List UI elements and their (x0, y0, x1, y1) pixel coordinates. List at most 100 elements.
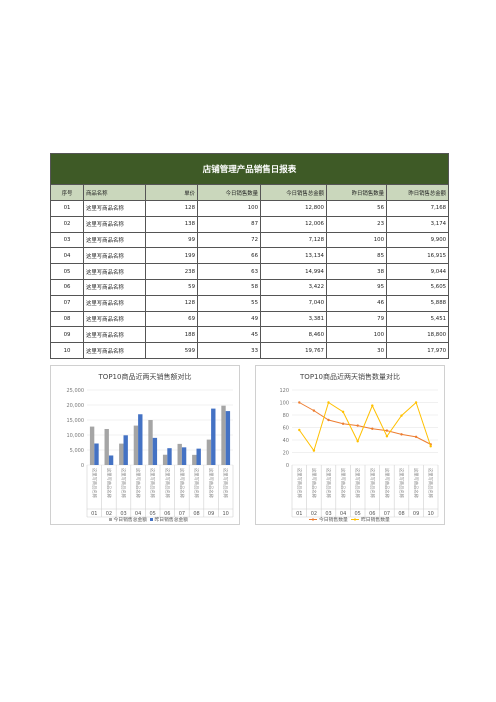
row-yesterday-amount: 9,044 (385, 263, 450, 280)
row-unit-price: 188 (145, 326, 198, 344)
legend-swatch (150, 518, 153, 521)
x-category-name: 这里写商品名称 (135, 468, 142, 499)
bar (148, 420, 153, 465)
row-index: 03 (50, 231, 84, 249)
row-yesterday-qty: 100 (326, 326, 387, 344)
header-unit-price: 单价 (145, 184, 198, 201)
x-tick-label: 04 (340, 511, 346, 517)
bar (104, 428, 109, 465)
data-point (414, 401, 418, 404)
row-today-amount: 3,422 (260, 278, 327, 296)
row-index: 04 (50, 247, 84, 265)
row-unit-price: 138 (145, 215, 198, 233)
x-category-name: 这里写商品名称 (105, 468, 112, 499)
bar (225, 411, 231, 465)
table-row: 03 这里写商品名称 99 72 7,128 100 9,900 (50, 231, 450, 249)
x-category-name: 这里写商品名称 (222, 468, 229, 499)
row-index: 06 (50, 278, 84, 296)
y-tick-label: 20,000 (67, 403, 85, 409)
report-title: 店铺管理产品销售日报表 (49, 153, 450, 185)
row-today-amount: 13,134 (260, 247, 327, 265)
bar (167, 448, 172, 465)
row-today-qty: 66 (197, 247, 261, 265)
x-tick-label: 08 (398, 511, 404, 517)
header-today-qty: 今日销售数量 (197, 184, 261, 201)
bar (177, 443, 182, 465)
row-yesterday-amount: 7,168 (385, 200, 450, 217)
data-point (298, 428, 301, 432)
row-today-amount: 12,006 (260, 215, 327, 233)
x-tick-label: 10 (428, 511, 434, 517)
row-today-amount: 14,994 (260, 263, 327, 280)
table-row: 02 这里写商品名称 138 87 12,006 23 3,174 (50, 215, 450, 233)
header-index: 序号 (50, 184, 84, 201)
report-title-row: 店铺管理产品销售日报表 (49, 153, 450, 185)
series-line (298, 401, 432, 452)
row-today-qty: 55 (197, 294, 261, 312)
row-yesterday-qty: 95 (326, 278, 387, 296)
row-today-qty: 49 (197, 310, 261, 328)
y-tick-label: 10,000 (67, 433, 85, 439)
row-yesterday-amount: 17,970 (385, 342, 450, 359)
bar (192, 454, 197, 465)
x-category-name: 这里写商品名称 (164, 468, 171, 499)
row-today-qty: 100 (197, 200, 261, 217)
row-index: 09 (50, 326, 84, 344)
row-yesterday-qty: 56 (326, 200, 387, 217)
row-yesterday-amount: 5,605 (385, 278, 450, 296)
y-tick-label: 60 (283, 425, 289, 431)
table-row: 06 这里写商品名称 59 58 3,422 95 5,605 (50, 278, 450, 296)
row-yesterday-amount: 16,915 (385, 247, 450, 265)
row-yesterday-amount: 5,451 (385, 310, 450, 328)
legend-label: 今日销售总金额 (114, 516, 148, 523)
row-today-qty: 63 (197, 263, 261, 280)
y-tick-label: 5,000 (70, 448, 84, 454)
row-yesterday-qty: 30 (326, 342, 387, 359)
x-category-name: 这里写商品名称 (398, 468, 405, 499)
row-unit-price: 99 (145, 231, 198, 249)
header-product-name: 商品名称 (83, 184, 146, 201)
x-tick-label: 02 (311, 511, 317, 517)
row-yesterday-amount: 5,888 (385, 294, 450, 312)
table-row: 10 这里写商品名称 599 33 19,767 30 17,970 (50, 342, 450, 359)
x-tick-label: 03 (120, 511, 126, 517)
table-row: 09 这里写商品名称 188 45 8,460 100 18,800 (50, 326, 450, 344)
x-category-name: 这里写商品名称 (340, 468, 347, 499)
row-yesterday-qty: 46 (326, 294, 387, 312)
row-index: 02 (50, 215, 84, 233)
header-yesterday-amount: 昨日销售总金额 (385, 184, 450, 201)
x-tick-label: 09 (413, 511, 419, 517)
data-point (400, 433, 403, 436)
y-tick-label: 0 (286, 463, 289, 469)
bar (211, 408, 216, 465)
row-yesterday-qty: 85 (326, 247, 387, 265)
row-unit-price: 238 (145, 263, 198, 280)
row-unit-price: 128 (145, 200, 198, 217)
x-category-name: 这里写商品名称 (354, 468, 361, 499)
data-point (312, 449, 316, 452)
data-point (341, 410, 345, 414)
row-product-name: 这里写商品名称 (83, 215, 146, 233)
row-yesterday-qty: 100 (326, 231, 387, 249)
legend-swatch (109, 518, 112, 521)
row-today-qty: 72 (197, 231, 261, 249)
row-today-amount: 3,381 (260, 310, 327, 328)
x-category-name: 这里写商品名称 (427, 468, 434, 499)
row-today-qty: 87 (197, 215, 261, 233)
row-product-name: 这里写商品名称 (83, 310, 146, 328)
bar (94, 443, 99, 465)
legend-label: 今日销售数量 (319, 516, 348, 523)
row-today-qty: 33 (197, 342, 261, 359)
row-product-name: 这里写商品名称 (83, 231, 146, 249)
row-today-qty: 45 (197, 326, 261, 344)
row-product-name: 这里写商品名称 (83, 342, 146, 359)
bar (196, 448, 201, 465)
bar (123, 435, 128, 465)
data-point (414, 435, 418, 439)
table-row: 08 这里写商品名称 69 49 3,381 79 5,451 (50, 310, 450, 328)
data-point (341, 422, 345, 425)
header-yesterday-qty: 昨日销售数量 (326, 184, 387, 201)
x-tick-label: 07 (179, 511, 185, 517)
row-index: 07 (50, 294, 84, 312)
x-tick-label: 05 (355, 511, 361, 517)
